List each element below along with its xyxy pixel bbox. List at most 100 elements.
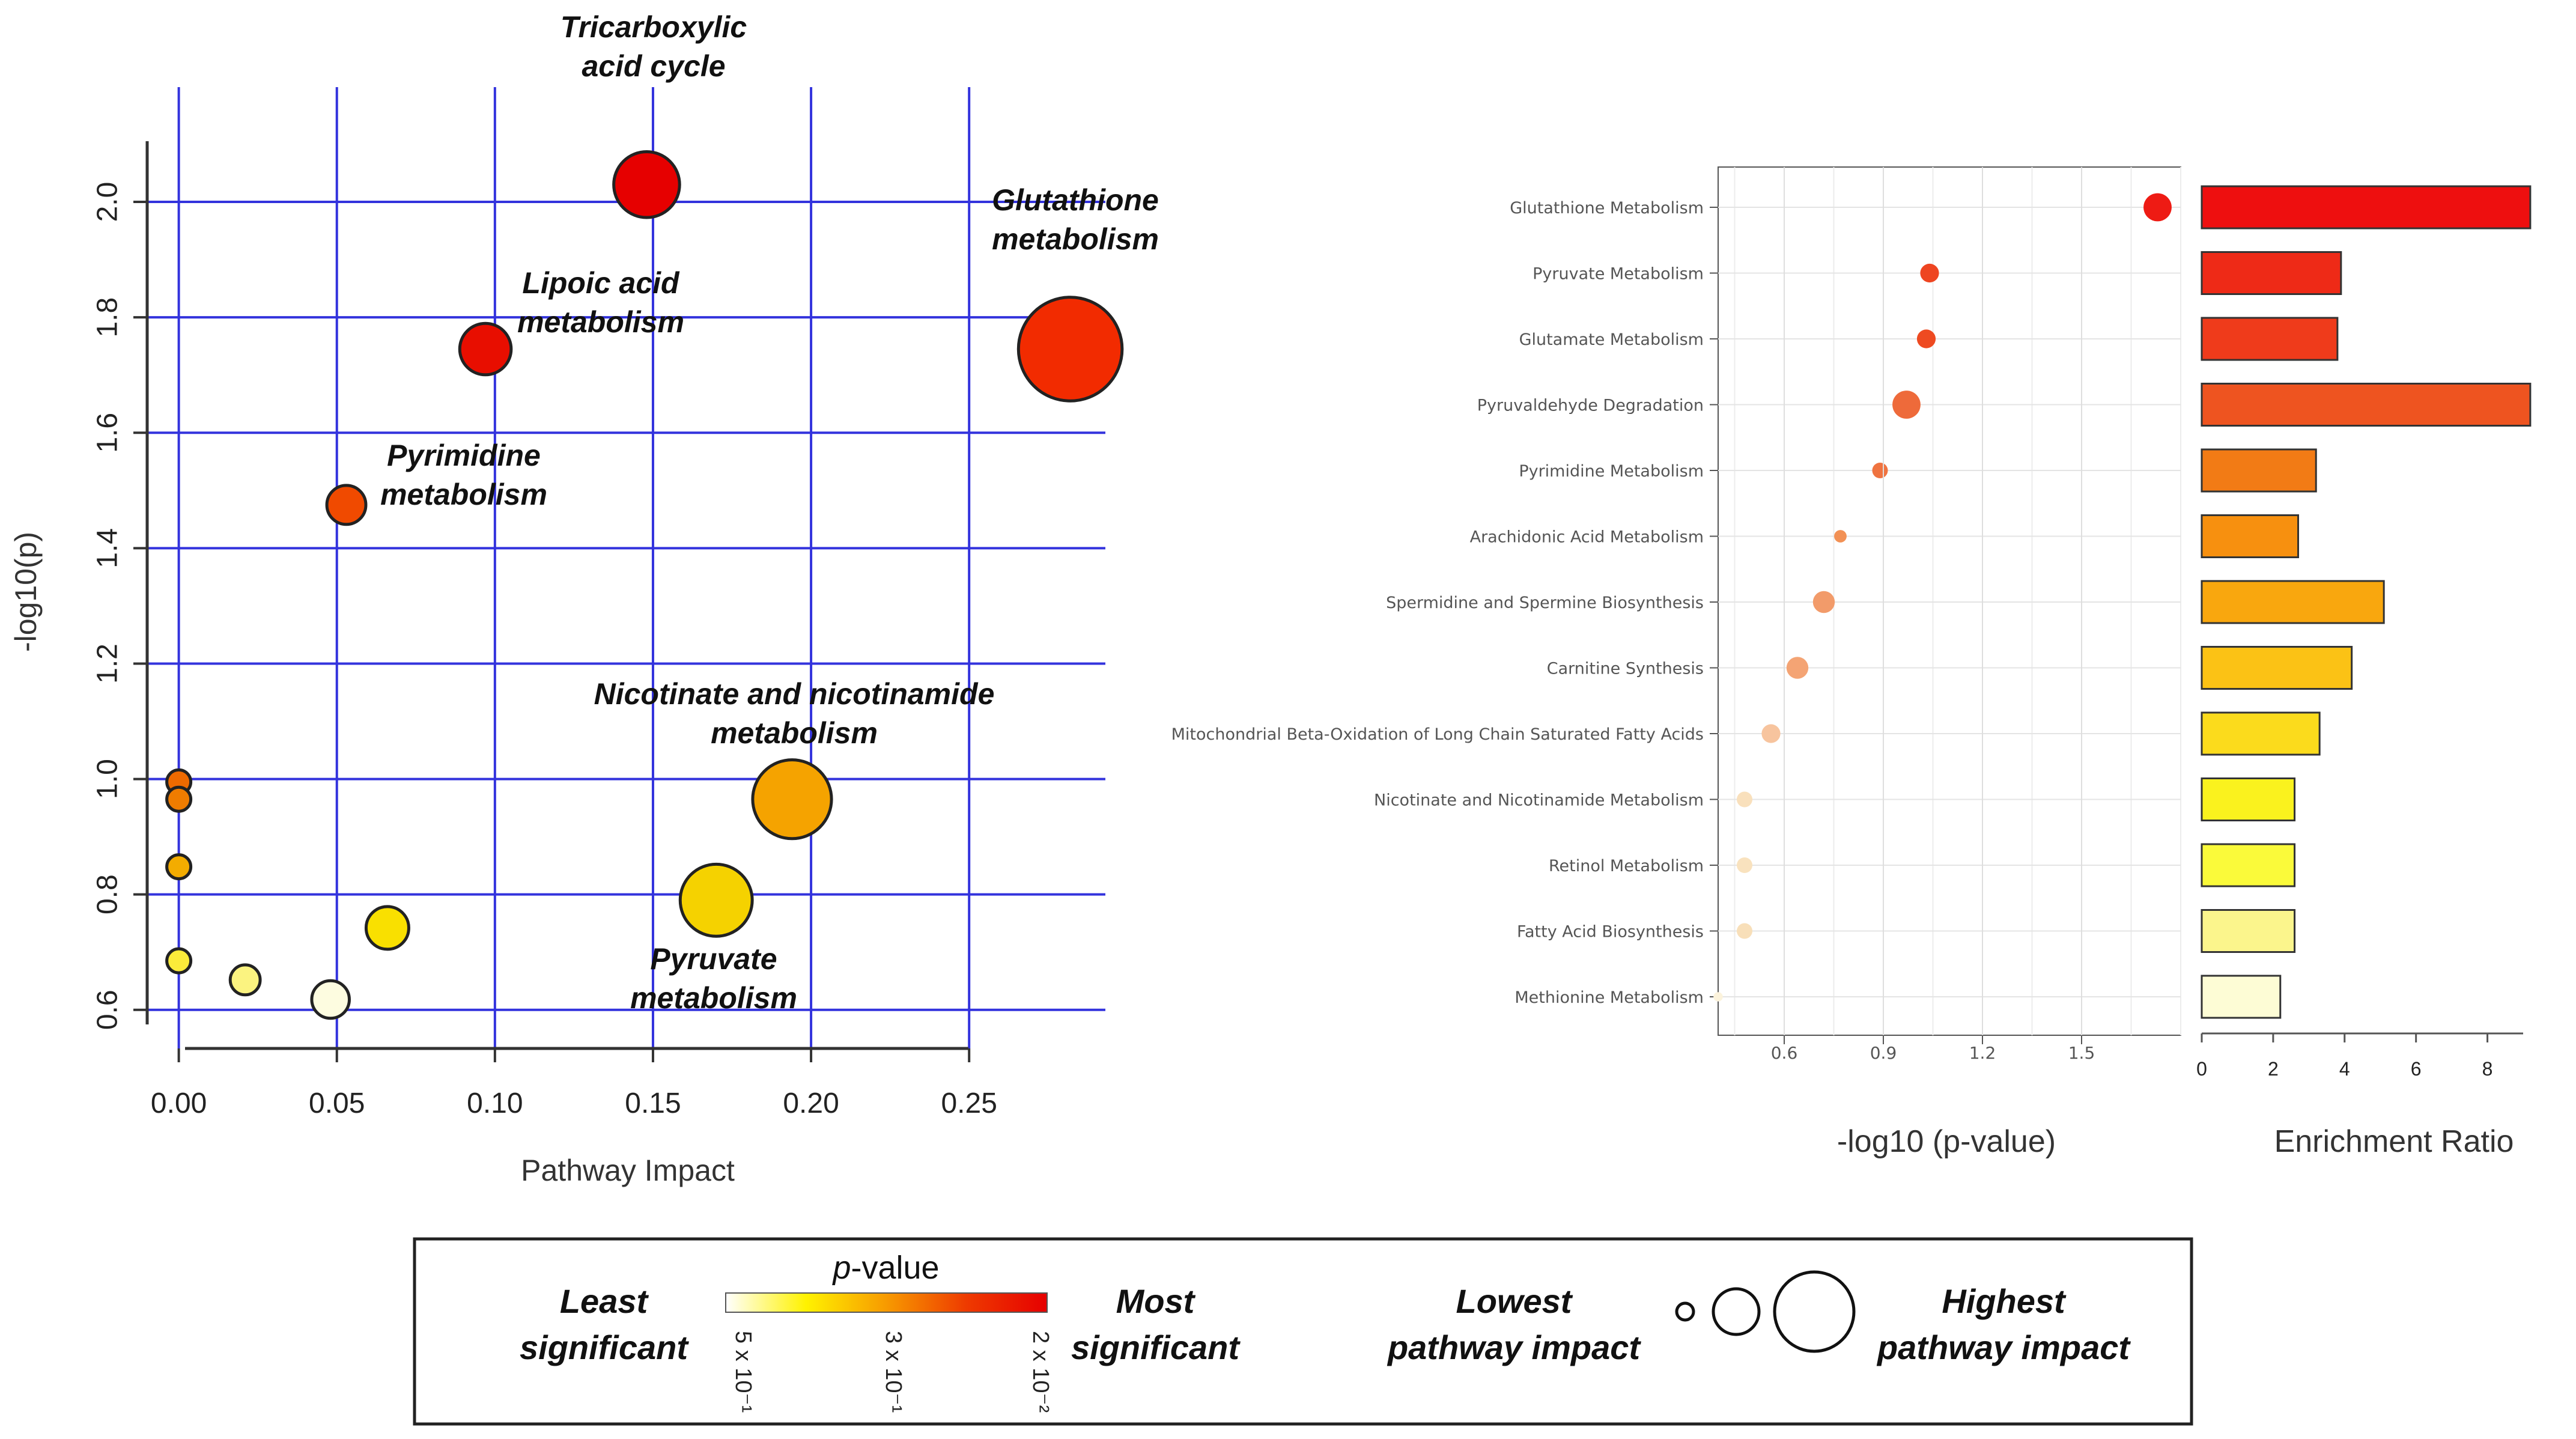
legend-most-line1: Most bbox=[1116, 1282, 1196, 1320]
enrichment-bar-methionine-metabolism bbox=[2201, 975, 2282, 1019]
legend-tick-low: 5 x 10⁻¹ bbox=[731, 1331, 756, 1413]
category-label-nicotinate-and-nicotinamide-metabolism: Nicotinate and Nicotinamide Metabolism bbox=[1374, 791, 1704, 810]
legend-highest-line2: pathway impact bbox=[1876, 1328, 2131, 1366]
left-point-11 bbox=[228, 963, 262, 997]
left-point-label-4-1: metabolism bbox=[711, 716, 878, 750]
left-point-label-3-1: metabolism bbox=[380, 478, 547, 511]
category-label-pyruvaldehyde-degradation: Pyruvaldehyde Degradation bbox=[1477, 397, 1704, 415]
legend-lowest-line2: pathway impact bbox=[1387, 1328, 1641, 1366]
left-point-label-4-0: Nicotinate and nicotinamide bbox=[594, 677, 995, 711]
enrichment-bar-nicotinate-and-nicotinamide-metabolism bbox=[2201, 777, 2296, 821]
mid-xtick-label-0: 0.6 bbox=[1771, 1043, 1798, 1063]
pvalue-dot-plot: Glutathione Metabolism Pyruvate Metabolis… bbox=[1171, 166, 2181, 1159]
right-x-ticks: 0 2 4 6 8 bbox=[2196, 1033, 2492, 1080]
left-ytick-label-5: 1.6 bbox=[92, 413, 124, 453]
enrichment-bars bbox=[2201, 185, 2532, 1019]
left-y-axis-title: -log10(p) bbox=[9, 532, 43, 652]
left-point-0 bbox=[612, 150, 681, 219]
left-xtick-label-2: 0.10 bbox=[467, 1088, 523, 1119]
right-xtick-label-2: 4 bbox=[2339, 1058, 2350, 1080]
mid-point-glutamate-metabolism bbox=[1916, 329, 1936, 348]
left-point-label-2-1: metabolism bbox=[517, 305, 684, 339]
left-ytick-label-2: 1.0 bbox=[92, 759, 124, 799]
left-xtick-label-3: 0.15 bbox=[625, 1088, 681, 1119]
enrichment-bar-carnitine-synthesis bbox=[2201, 646, 2353, 690]
left-ytick-label-0: 0.6 bbox=[92, 990, 124, 1030]
left-point-label-3-0: Pyrimidine bbox=[387, 439, 541, 472]
mid-point-arachidonic-acid-metabolism bbox=[1834, 530, 1847, 543]
enrichment-bar-spermidine-and-spermine-biosynthesis bbox=[2201, 580, 2385, 624]
category-label-arachidonic-acid-metabolism: Arachidonic Acid Metabolism bbox=[1470, 528, 1704, 547]
right-xtick-label-3: 6 bbox=[2411, 1058, 2422, 1080]
left-ytick-label-3: 1.2 bbox=[92, 643, 124, 684]
legend-pvalue-title-p: p bbox=[831, 1250, 851, 1286]
mid-point-methionine-metabolism bbox=[1713, 992, 1723, 1002]
mid-point-mitochondrial-beta-oxidation-of-long-chain-saturated-fatty-acids bbox=[1761, 724, 1781, 743]
left-point-label-1-0: Glutathione bbox=[992, 183, 1159, 217]
left-points bbox=[165, 150, 1124, 1020]
left-point-9 bbox=[165, 947, 193, 975]
enrichment-bar-pyrimidine-metabolism bbox=[2201, 448, 2317, 493]
mid-point-fatty-acid-biosynthesis bbox=[1737, 923, 1752, 939]
left-point-7 bbox=[165, 785, 193, 813]
enrichment-bar-glutathione-metabolism bbox=[2201, 185, 2532, 230]
legend-pvalue-colorbar bbox=[725, 1292, 1048, 1313]
left-point-1 bbox=[1016, 296, 1124, 403]
right-xtick-label-1: 2 bbox=[2268, 1058, 2279, 1080]
mid-xtick-label-3: 1.5 bbox=[2068, 1043, 2095, 1063]
legend: Least significant p-value 5 x 10⁻¹ 3 x 1… bbox=[413, 1237, 2193, 1426]
enrichment-bar-fatty-acid-biosynthesis bbox=[2201, 909, 2296, 953]
legend-least-line1: Least bbox=[560, 1282, 649, 1320]
legend-tick-high: 2 x 10⁻² bbox=[1028, 1331, 1053, 1413]
legend-frame bbox=[413, 1237, 2193, 1426]
legend-pvalue-title-rest: -value bbox=[851, 1250, 939, 1286]
left-point-label-5-0: Pyruvate bbox=[650, 942, 777, 976]
legend-least-line2: significant bbox=[520, 1328, 689, 1366]
left-point-8 bbox=[165, 853, 193, 881]
category-label-spermidine-and-spermine-biosynthesis: Spermidine and Spermine Biosynthesis bbox=[1386, 594, 1704, 612]
mid-point-pyrimidine-metabolism bbox=[1872, 463, 1888, 478]
left-point-10 bbox=[364, 905, 410, 951]
mid-point-glutathione-metabolism bbox=[2143, 193, 2172, 222]
mid-point-carnitine-synthesis bbox=[1786, 657, 1809, 679]
legend-lowest-line1: Lowest bbox=[1456, 1282, 1573, 1320]
left-ytick-label-6: 1.8 bbox=[92, 297, 124, 338]
enrichment-bar-chart: 0 2 4 6 8 Enrichment Ratio bbox=[2196, 185, 2532, 1159]
left-point-3 bbox=[325, 484, 368, 526]
category-label-glutamate-metabolism: Glutamate Metabolism bbox=[1519, 330, 1704, 349]
enrichment-bar-pyruvaldehyde-degradation bbox=[2201, 383, 2532, 427]
enrichment-bar-mitochondrial-beta-oxidation-of-long-chain-saturated-fatty-acids bbox=[2201, 711, 2321, 756]
left-y-ticks: 0.6 0.8 1.0 1.2 1.4 1.6 1.8 2.0 bbox=[92, 182, 147, 1030]
left-point-label-1-1: metabolism bbox=[992, 222, 1159, 256]
legend-pvalue-title: p-value bbox=[831, 1250, 939, 1286]
left-axes bbox=[145, 141, 968, 1050]
left-xtick-label-1: 0.05 bbox=[309, 1088, 365, 1119]
left-xtick-label-4: 0.20 bbox=[783, 1088, 839, 1119]
category-label-retinol-metabolism: Retinol Metabolism bbox=[1549, 857, 1704, 875]
category-label-mitochondrial-beta-oxidation-of-long-chain-saturated-fatty-acids: Mitochondrial Beta-Oxidation of Long Cha… bbox=[1171, 725, 1704, 744]
left-point-label-5-1: metabolism bbox=[630, 981, 797, 1015]
left-point-label-2-0: Lipoic acid bbox=[522, 266, 680, 300]
mid-x-axis-title: -log10 (p-value) bbox=[1837, 1124, 2056, 1159]
left-point-label-0-0: Tricarboxylic bbox=[560, 10, 747, 44]
category-labels: Glutathione Metabolism Pyruvate Metabolis… bbox=[1171, 199, 1718, 1007]
mid-xtick-label-1: 0.9 bbox=[1870, 1043, 1897, 1063]
left-ytick-label-4: 1.4 bbox=[92, 528, 124, 568]
left-xtick-label-0: 0.00 bbox=[151, 1088, 207, 1119]
mid-point-retinol-metabolism bbox=[1737, 857, 1752, 873]
mid-x-ticks: 0.6 0.9 1.2 1.5 bbox=[1771, 167, 2095, 1063]
legend-size-small-circle bbox=[1675, 1301, 1695, 1322]
left-xtick-label-5: 0.25 bbox=[941, 1088, 997, 1119]
enrichment-bar-arachidonic-acid-metabolism bbox=[2201, 514, 2299, 558]
legend-highest-line1: Highest bbox=[1942, 1282, 2067, 1320]
mid-panel-frame bbox=[1718, 166, 2181, 1036]
left-x-axis-title: Pathway Impact bbox=[521, 1154, 735, 1187]
category-label-fatty-acid-biosynthesis: Fatty Acid Biosynthesis bbox=[1517, 923, 1704, 942]
left-point-12 bbox=[310, 979, 351, 1020]
legend-size-medium-circle bbox=[1712, 1287, 1761, 1336]
right-xtick-label-4: 8 bbox=[2482, 1058, 2493, 1080]
legend-tick-mid: 3 x 10⁻¹ bbox=[881, 1331, 906, 1413]
left-point-label-0-1: acid cycle bbox=[582, 49, 725, 83]
left-point-2 bbox=[458, 321, 513, 377]
category-label-carnitine-synthesis: Carnitine Synthesis bbox=[1547, 660, 1704, 678]
